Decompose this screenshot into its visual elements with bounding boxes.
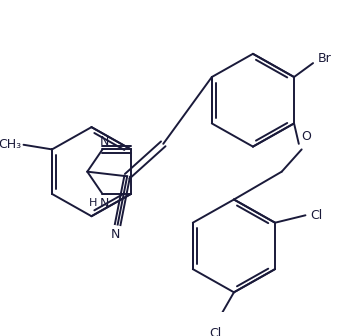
- Text: Cl: Cl: [209, 327, 221, 336]
- Text: N: N: [100, 135, 109, 149]
- Text: N: N: [111, 228, 120, 241]
- Text: Cl: Cl: [311, 209, 323, 222]
- Text: Br: Br: [318, 52, 331, 65]
- Text: N: N: [100, 197, 109, 210]
- Text: CH₃: CH₃: [0, 138, 22, 151]
- Text: O: O: [301, 130, 311, 143]
- Text: H: H: [89, 198, 97, 208]
